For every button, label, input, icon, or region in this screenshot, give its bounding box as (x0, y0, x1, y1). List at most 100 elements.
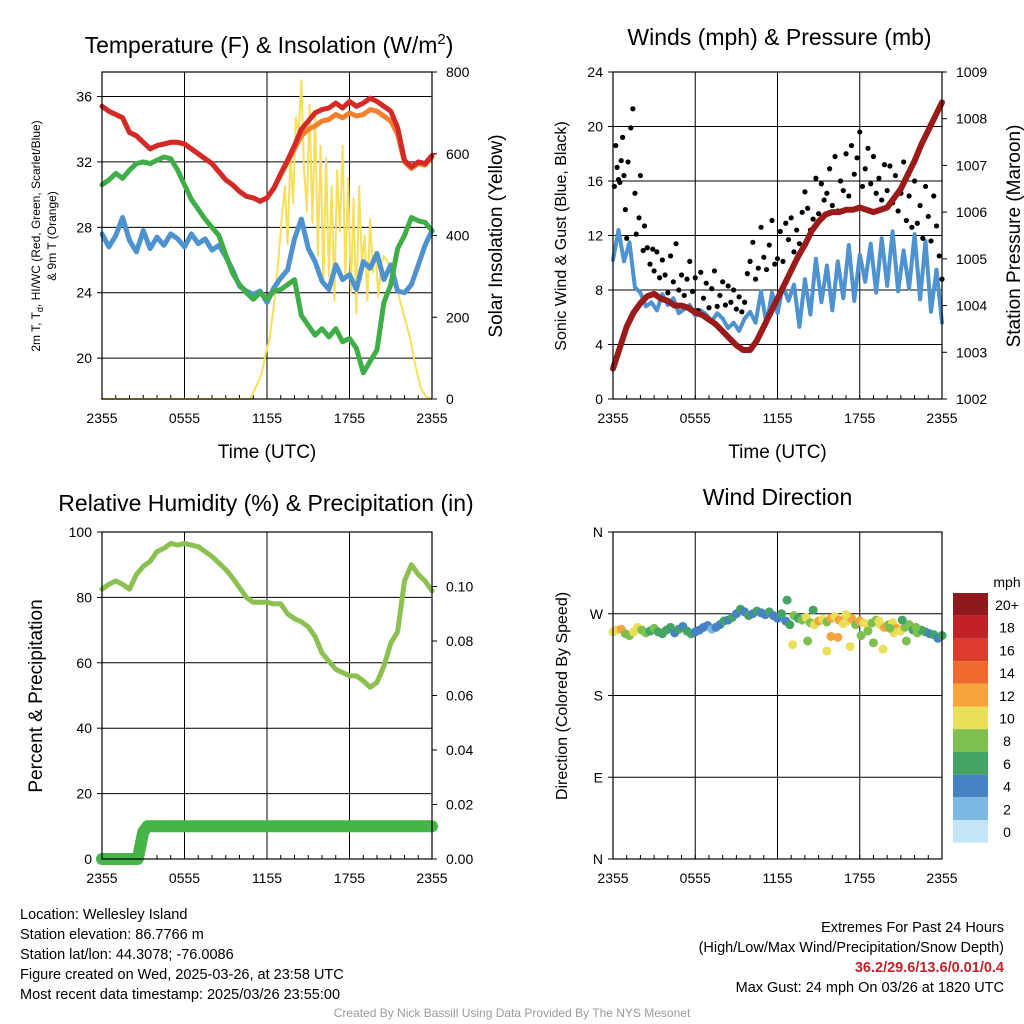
y-tick-label: 0 (595, 391, 603, 407)
gust-point (766, 242, 772, 248)
x-tick-label: 2355 (86, 410, 117, 426)
y-tick-label: W (590, 606, 604, 622)
y-right-tick-label: 1004 (956, 298, 987, 314)
gust-point (818, 181, 824, 187)
gust-point (933, 223, 940, 229)
gust-point (777, 228, 783, 235)
x-tick-label: 0555 (680, 410, 711, 426)
y-axis-label: Percent & Precipitation (26, 599, 47, 792)
gust-point (909, 224, 915, 230)
y-axis-label: Direction (Colored By Speed) (554, 592, 571, 800)
gust-point (673, 241, 679, 247)
colorbar-label: 10 (999, 711, 1015, 727)
y-axis-label: Sonic Wind & Gust (Blue, Black) (553, 121, 570, 350)
gust-point (641, 223, 648, 229)
gust-point (731, 287, 737, 293)
direction-point (845, 641, 855, 651)
y-tick-label: 60 (76, 655, 92, 671)
gust-point (857, 129, 863, 135)
direction-point (785, 620, 795, 630)
gust-point (689, 288, 696, 294)
y-tick-label: 32 (76, 154, 92, 170)
gust-point (681, 292, 687, 299)
gust-point (698, 269, 704, 275)
y-right-tick-label: 400 (446, 228, 470, 244)
y-right-axis-label: Solar Insolation (Yellow) (486, 134, 507, 337)
y-tick-label: 28 (76, 219, 92, 235)
panel-title-temperature: Temperature (F) & Insolation (W/m2) (85, 31, 454, 58)
y-axis-label-line2: & 9m T (Orange) (45, 191, 59, 281)
gust-point (805, 205, 811, 211)
y-tick-label: 36 (76, 89, 92, 105)
y-tick-label: N (593, 851, 603, 867)
gust-point (774, 256, 781, 262)
x-tick-label: 1155 (252, 870, 282, 886)
gust-point (744, 271, 750, 277)
colorbar-label: 20+ (995, 597, 1019, 613)
direction-point (808, 605, 818, 615)
gust-point (873, 190, 879, 196)
figure-created: Figure created on Wed, 2025-03-26, at 23… (20, 967, 344, 983)
x-tick-label: 1155 (762, 870, 792, 886)
colorbar-label: 14 (999, 665, 1015, 681)
colorbar-label: 12 (999, 688, 1015, 704)
x-tick-label: 0555 (169, 410, 200, 426)
y-right-axis-label: Station Pressure (Maroon) (1004, 125, 1024, 348)
gust-point (667, 253, 674, 259)
gust-point (799, 209, 805, 215)
gust-point (783, 220, 789, 226)
gust-point (647, 261, 653, 267)
gust-point (829, 202, 835, 209)
direction-point (841, 610, 851, 620)
gust-point (670, 279, 676, 285)
gust-point (651, 268, 657, 274)
y-right-tick-label: 0.04 (446, 742, 473, 758)
x-tick-label: 1155 (252, 410, 282, 426)
y-tick-label: 24 (587, 64, 603, 80)
direction-point (822, 646, 832, 656)
y-right-tick-label: 800 (446, 64, 470, 80)
y-right-tick-label: 1008 (956, 111, 987, 127)
panel-title-wind-direction: Wind Direction (703, 484, 853, 510)
direction-point (826, 631, 836, 641)
panel-title-humidity: Relative Humidity (%) & Precipitation (i… (58, 490, 473, 516)
station-info: Location: Wellesley Island Station eleva… (20, 905, 344, 1005)
y-right-tick-label: 600 (446, 146, 470, 162)
direction-point (788, 640, 798, 650)
gust-point (650, 246, 656, 252)
gust-point (700, 295, 707, 301)
gust-point (843, 151, 849, 157)
gust-point (755, 265, 761, 271)
series-line-rh (99, 540, 435, 690)
colorbar-label: 4 (1003, 779, 1011, 795)
x-tick-label: 2355 (416, 870, 447, 886)
y-right-tick-label: 0.08 (446, 633, 473, 649)
recent-timestamp: Most recent data timestamp: 2025/03/26 2… (20, 987, 341, 1003)
colorbar-label: 6 (1003, 756, 1011, 772)
gust-point (802, 189, 808, 195)
gust-point (879, 197, 885, 203)
gust-point (870, 153, 877, 160)
gust-point (846, 193, 852, 199)
gust-point (706, 305, 712, 311)
gust-point (892, 172, 898, 179)
gust-point (633, 231, 639, 237)
colorbar-label: 2 (1003, 801, 1011, 817)
direction-point (782, 595, 792, 605)
y-tick-label: 0 (84, 851, 92, 867)
x-tick-label: 2355 (416, 410, 447, 426)
credit-line: Created By Nick Bassill Using Data Provi… (333, 1006, 691, 1020)
x-tick-label: 2355 (597, 870, 628, 886)
y-tick-label: 100 (69, 524, 93, 540)
gust-point (876, 175, 882, 181)
gust-point (758, 224, 764, 230)
gust-point (676, 287, 682, 293)
gust-point (618, 157, 624, 164)
colorbar-swatch (953, 729, 988, 752)
gust-point (619, 134, 626, 140)
gust-point (733, 306, 739, 312)
gust-point (917, 202, 923, 209)
x-tick-label: 0555 (680, 870, 711, 886)
gust-point (840, 187, 846, 194)
gust-point (920, 235, 926, 241)
